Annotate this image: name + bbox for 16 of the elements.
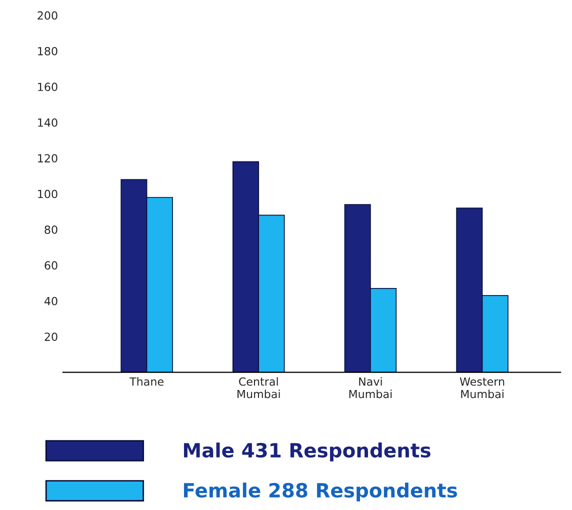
- x-tick-label: Navi Mumbai: [349, 377, 392, 398]
- x-tick-label: Thane: [130, 377, 164, 386]
- y-tick-label: 40: [44, 296, 58, 306]
- y-tick-label: 160: [38, 82, 58, 92]
- x-tick-label: Central Mumbai: [238, 377, 280, 398]
- legend-label: Male 431 Respondents: [184, 442, 430, 462]
- y-tick-label: 200: [38, 11, 58, 20]
- y-tick-label: 80: [44, 225, 58, 234]
- legend-label: Female 288 Respondents: [184, 482, 458, 502]
- y-tick-label: 140: [38, 118, 58, 127]
- y-tick-label: 20: [44, 332, 58, 341]
- y-tick-label: 60: [44, 261, 58, 270]
- y-tick-label: 180: [38, 46, 58, 56]
- x-tick-label: Western Mumbai: [460, 378, 504, 398]
- y-tick-label: 100: [38, 190, 58, 198]
- y-tick-label: 120: [38, 154, 58, 162]
